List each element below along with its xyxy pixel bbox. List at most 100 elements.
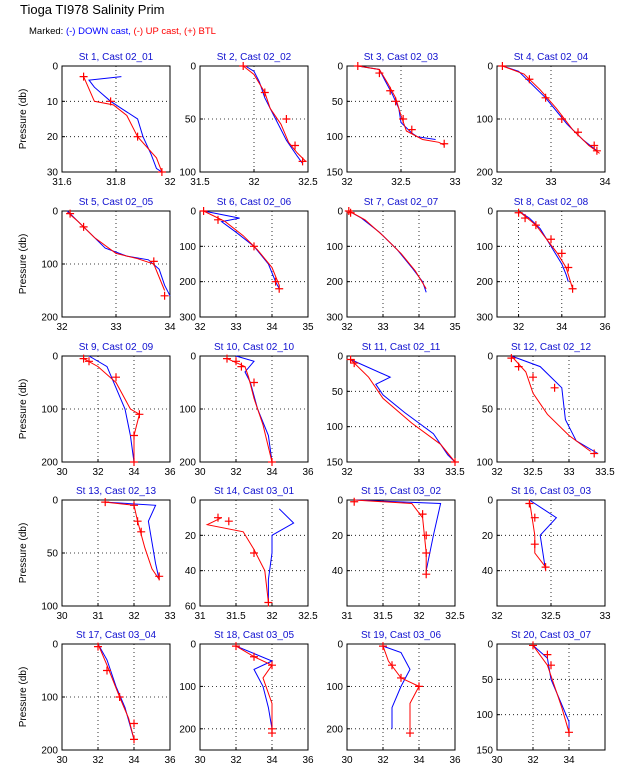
y-tick-label: 0 (190, 352, 196, 363)
y-tick-label: 100 (476, 710, 493, 721)
panel-title: St 13, Cast 02_13 (76, 486, 156, 497)
y-tick-label: 0 (52, 496, 58, 507)
y-tick-label: 50 (185, 115, 197, 126)
bottle-marker (451, 458, 459, 466)
down-cast-line (235, 645, 274, 729)
bottle-marker (223, 354, 231, 363)
y-tick-label: 0 (190, 496, 196, 507)
bottle-marker (422, 531, 431, 540)
bottle-marker (214, 513, 222, 522)
profile-panel: St 8, Cast 02_08 32 34 36 0 100 200 300 (476, 197, 611, 333)
profile-panel: St 15, Cast 03_02 31 31.5 32 32.5 0 20 40 (332, 486, 465, 622)
y-tick-label: 0 (337, 207, 343, 218)
panel-title: St 10, Cast 02_10 (214, 342, 294, 353)
bottle-marker (237, 362, 246, 371)
panel-title: St 17, Cast 03_04 (76, 630, 156, 641)
bottle-marker (250, 378, 258, 387)
bottle-marker (388, 661, 396, 670)
y-tick-label: 10 (47, 97, 59, 108)
profile-panel: St 1, Cast 02_01 31.6 31.8 32 0 10 20 30 Pressur… (18, 52, 176, 188)
profile-panel: St 17, Cast 03_04 30 32 34 36 0 100 200 Pressure… (18, 630, 176, 766)
legend-prefix: Marked: (29, 26, 66, 37)
x-tick-label: 30 (194, 755, 206, 766)
bottle-marker (268, 458, 276, 466)
x-tick-label: 32.5 (541, 611, 561, 622)
x-tick-label: 32 (56, 322, 68, 333)
up-cast-line (203, 210, 280, 286)
y-axis-label: Pressure (db) (18, 234, 29, 295)
y-tick-label: 150 (476, 746, 493, 757)
x-tick-label: 32.5 (445, 611, 465, 622)
x-tick-label: 32 (248, 177, 260, 188)
bottle-marker (353, 62, 362, 70)
x-tick-label: 31.5 (190, 177, 210, 188)
up-cast-line (348, 210, 427, 289)
down-cast-line (67, 210, 171, 297)
panel-title: St 15, Cast 03_02 (361, 486, 441, 497)
y-tick-label: 100 (41, 405, 58, 416)
x-tick-label: 32 (513, 322, 525, 333)
bottle-marker (498, 62, 507, 70)
y-tick-label: 200 (179, 458, 196, 469)
down-cast-line (88, 76, 163, 173)
bottle-marker (568, 284, 577, 293)
bottle-marker (250, 549, 258, 557)
y-tick-label: 200 (41, 313, 58, 324)
y-tick-label: 0 (190, 62, 196, 73)
panel-title: St 5, Cast 02_05 (79, 197, 154, 208)
x-tick-label: 32 (377, 755, 389, 766)
x-tick-label: 35 (302, 322, 314, 333)
y-tick-label: 0 (52, 207, 58, 218)
x-tick-label: 35 (449, 322, 461, 333)
down-cast-line (88, 355, 135, 463)
bottle-marker (592, 146, 601, 155)
x-tick-label: 36 (164, 755, 176, 766)
bottle-marker (531, 221, 540, 230)
x-tick-label: 33 (545, 177, 557, 188)
x-tick-label: 34 (599, 177, 611, 188)
up-cast-line (532, 645, 570, 733)
down-cast-line (348, 210, 427, 293)
bottle-marker (275, 284, 284, 293)
y-tick-label: 100 (476, 458, 493, 469)
legend-up-cast: (-) UP cast, (+) BTL (131, 26, 216, 37)
up-cast-line (511, 355, 591, 452)
bottle-marker (101, 498, 110, 507)
x-tick-label: 33.5 (445, 467, 465, 478)
x-tick-label: 34 (413, 755, 425, 766)
legend-marked: Marked: (-) DOWN cast, (-) UP cast, (+) … (29, 26, 216, 37)
x-tick-label: 36 (164, 467, 176, 478)
bottle-marker (160, 291, 169, 300)
bottle-marker (346, 355, 355, 364)
bottle-marker (264, 598, 273, 607)
bottle-marker (260, 88, 269, 97)
bottle-marker (232, 357, 240, 366)
y-tick-label: 50 (332, 97, 344, 108)
panel-title: St 12, Cast 02_12 (511, 342, 591, 353)
y-tick-label: 0 (487, 62, 493, 73)
profile-panel: St 13, Cast 02_13 30 31 32 33 0 50 100 Pressure … (18, 486, 176, 622)
bottle-marker (379, 642, 387, 651)
panel-title: St 16, Cast 03_03 (511, 486, 591, 497)
x-tick-label: 32 (92, 467, 104, 478)
bottle-marker (149, 257, 158, 266)
bottle-marker (529, 373, 537, 382)
y-tick-label: 300 (326, 313, 343, 324)
x-tick-label: 36 (302, 467, 314, 478)
bottle-marker (224, 517, 233, 526)
y-tick-label: 0 (190, 640, 196, 651)
panel-title: St 8, Cast 02_08 (514, 197, 589, 208)
y-tick-label: 200 (326, 724, 343, 735)
y-tick-label: 0 (487, 640, 493, 651)
y-tick-label: 100 (41, 260, 58, 271)
y-tick-label: 0 (337, 352, 343, 363)
bottle-marker (397, 673, 405, 682)
profile-panel: St 3, Cast 02_03 32 32.5 33 0 50 100 150 (326, 52, 461, 188)
bottle-marker (130, 719, 138, 728)
y-tick-label: 0 (337, 62, 343, 73)
profile-panel: St 5, Cast 02_05 32 33 34 0 100 200 Pressure (d… (18, 197, 176, 333)
y-tick-label: 150 (326, 168, 343, 179)
y-tick-label: 0 (337, 640, 343, 651)
x-tick-label: 31.5 (373, 611, 393, 622)
